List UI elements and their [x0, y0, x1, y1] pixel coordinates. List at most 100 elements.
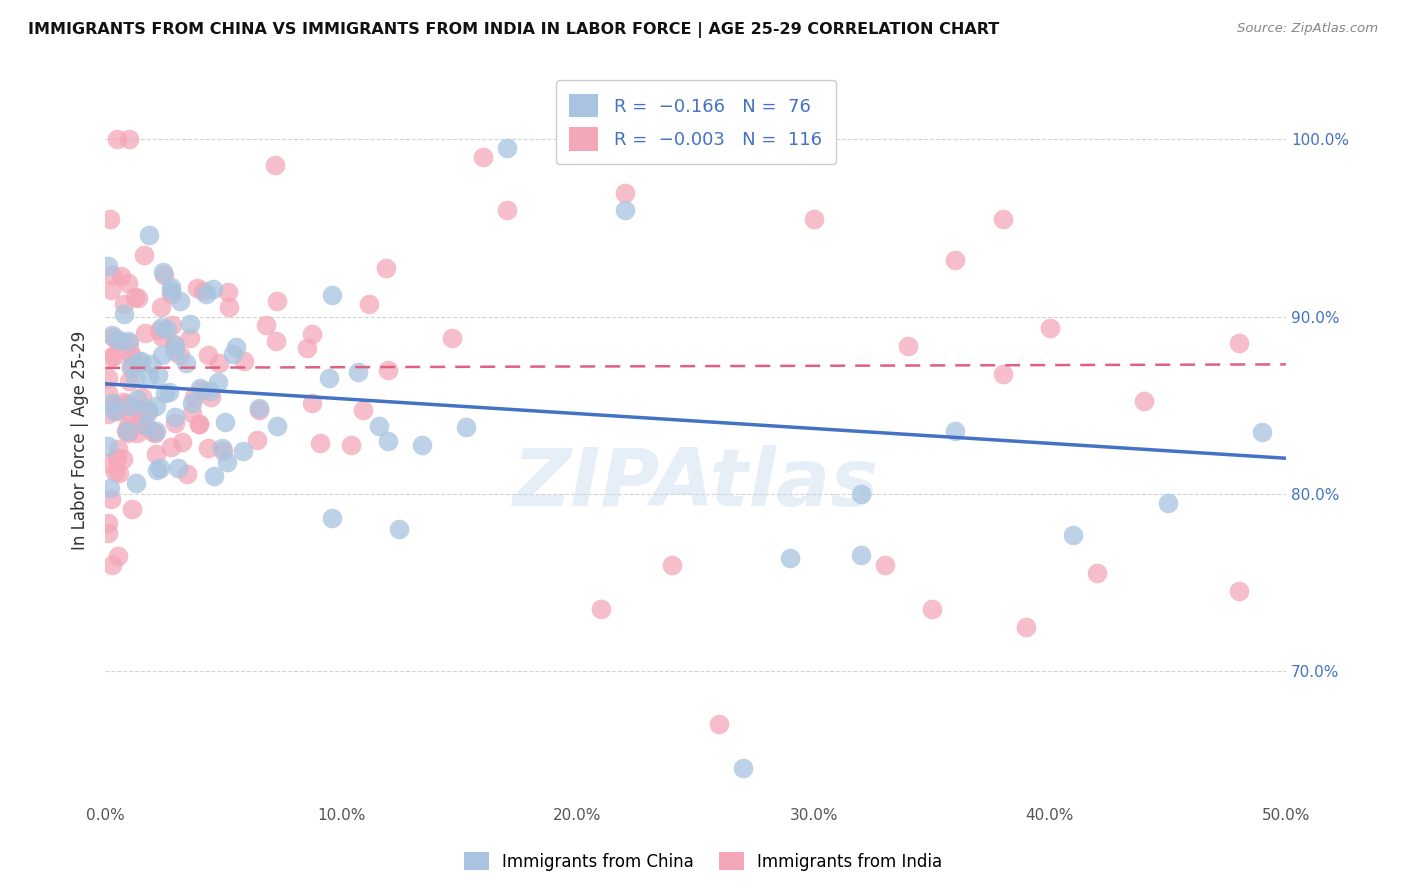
- Point: [132, 418, 155, 433]
- Point: [121, 502, 143, 516]
- Point: [495, 203, 517, 218]
- Point: [170, 434, 193, 449]
- Point: [1133, 394, 1156, 409]
- Point: [163, 416, 186, 430]
- Point: [374, 260, 396, 275]
- Point: [100, 558, 122, 573]
- Point: [180, 395, 202, 409]
- Point: [118, 399, 141, 413]
- Point: [120, 360, 142, 375]
- Point: [98, 212, 121, 227]
- Point: [97, 371, 120, 385]
- Point: [301, 326, 323, 341]
- Point: [146, 368, 169, 382]
- Point: [222, 347, 245, 361]
- Point: [591, 602, 613, 616]
- Point: [411, 438, 433, 452]
- Legend: R =  −0.166   N =  76, R =  −0.003   N =  116: R = −0.166 N = 76, R = −0.003 N = 116: [555, 80, 835, 164]
- Point: [1227, 584, 1250, 599]
- Point: [112, 297, 135, 311]
- Point: [112, 307, 135, 321]
- Point: [100, 327, 122, 342]
- Point: [321, 288, 343, 302]
- Point: [1251, 425, 1274, 439]
- Point: [264, 158, 287, 172]
- Point: [454, 419, 477, 434]
- Point: [145, 447, 167, 461]
- Point: [129, 354, 152, 368]
- Point: [897, 339, 920, 353]
- Point: [803, 212, 825, 227]
- Point: [97, 456, 120, 470]
- Point: [214, 415, 236, 429]
- Point: [472, 150, 495, 164]
- Point: [266, 334, 288, 348]
- Point: [368, 418, 391, 433]
- Point: [118, 132, 141, 146]
- Point: [127, 292, 149, 306]
- Point: [110, 269, 132, 284]
- Point: [155, 322, 177, 336]
- Point: [159, 287, 181, 301]
- Point: [202, 469, 225, 483]
- Point: [165, 344, 187, 359]
- Point: [169, 348, 191, 362]
- Point: [97, 439, 120, 453]
- Point: [160, 440, 183, 454]
- Point: [101, 329, 124, 343]
- Point: [118, 406, 141, 420]
- Point: [103, 403, 125, 417]
- Point: [124, 290, 146, 304]
- Point: [138, 369, 160, 384]
- Point: [125, 475, 148, 490]
- Point: [943, 425, 966, 439]
- Point: [377, 363, 399, 377]
- Point: [101, 396, 124, 410]
- Point: [139, 357, 162, 371]
- Point: [121, 349, 143, 363]
- Point: [1227, 336, 1250, 351]
- Point: [120, 359, 142, 374]
- Point: [105, 404, 128, 418]
- Point: [134, 326, 156, 341]
- Point: [1015, 619, 1038, 633]
- Point: [212, 444, 235, 458]
- Point: [97, 516, 120, 530]
- Point: [105, 450, 128, 465]
- Point: [179, 318, 201, 332]
- Point: [131, 390, 153, 404]
- Point: [100, 283, 122, 297]
- Point: [163, 337, 186, 351]
- Point: [143, 425, 166, 440]
- Point: [991, 212, 1014, 227]
- Point: [160, 280, 183, 294]
- Point: [107, 333, 129, 347]
- Point: [245, 433, 267, 447]
- Point: [107, 334, 129, 349]
- Point: [731, 761, 754, 775]
- Point: [309, 436, 332, 450]
- Point: [1157, 495, 1180, 509]
- Point: [100, 350, 122, 364]
- Point: [114, 425, 136, 439]
- Point: [188, 417, 211, 431]
- Point: [247, 401, 270, 415]
- Point: [128, 404, 150, 418]
- Point: [709, 717, 731, 731]
- Point: [232, 354, 254, 368]
- Point: [188, 417, 211, 431]
- Point: [107, 549, 129, 563]
- Legend: Immigrants from China, Immigrants from India: Immigrants from China, Immigrants from I…: [456, 844, 950, 880]
- Point: [1062, 528, 1084, 542]
- Point: [347, 365, 370, 379]
- Text: ZIPAtlas: ZIPAtlas: [512, 445, 879, 523]
- Point: [118, 336, 141, 351]
- Point: [181, 406, 204, 420]
- Point: [193, 284, 215, 298]
- Point: [197, 348, 219, 362]
- Point: [217, 285, 239, 299]
- Point: [117, 334, 139, 349]
- Point: [146, 463, 169, 477]
- Point: [152, 265, 174, 279]
- Point: [97, 260, 120, 274]
